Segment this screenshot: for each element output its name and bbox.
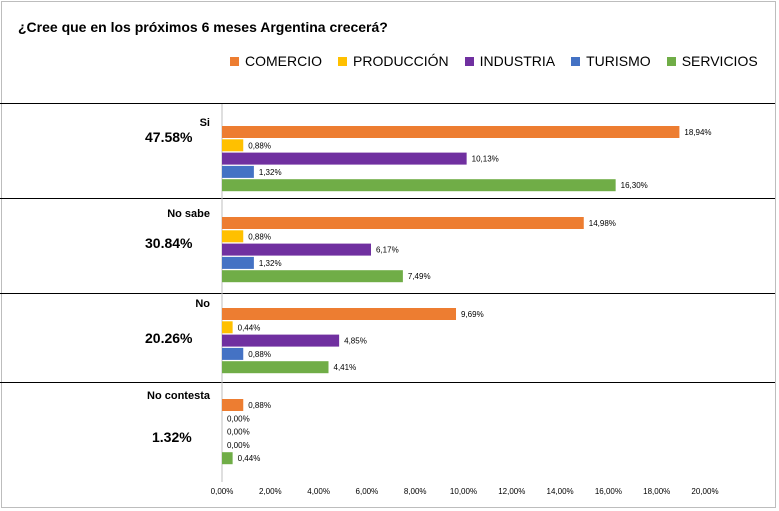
x-tick-label: 10,00% xyxy=(450,487,477,496)
x-tick-label: 12,00% xyxy=(498,487,525,496)
bar-value-label: 9,69% xyxy=(461,310,484,319)
legend-label: PRODUCCIÓN xyxy=(353,53,449,69)
bar-value-label: 6,17% xyxy=(376,246,399,255)
bar-value-label: 0,88% xyxy=(248,350,271,359)
bar-comercio xyxy=(222,399,244,411)
bar-servicios xyxy=(222,361,329,374)
x-tick-label: 20,00% xyxy=(691,487,718,496)
bar-comercio xyxy=(222,217,584,229)
bar-servicios xyxy=(222,270,403,283)
bar-produccion xyxy=(222,321,233,334)
bar-produccion xyxy=(222,139,244,152)
bar-value-label: 0,88% xyxy=(248,401,271,410)
legend-item-turismo: TURISMO xyxy=(571,53,651,69)
category-total: 47.58% xyxy=(145,129,193,145)
bar-value-label: 10,13% xyxy=(472,155,499,164)
x-tick-label: 2,00% xyxy=(259,487,282,496)
bar-turismo xyxy=(222,256,254,269)
legend-item-servicios: SERVICIOS xyxy=(666,53,758,69)
x-tick-label: 18,00% xyxy=(643,487,670,496)
bar-comercio xyxy=(222,308,457,320)
bar-value-label: 4,41% xyxy=(334,363,357,372)
bar-value-label: 7,49% xyxy=(408,272,431,281)
bar-value-label: 4,85% xyxy=(344,337,367,346)
x-tick-label: 4,00% xyxy=(307,487,330,496)
bar-value-label: 1,32% xyxy=(259,259,282,268)
category-section-no-contesta xyxy=(0,382,775,383)
bar-value-label: 0,00% xyxy=(227,441,250,450)
bar-comercio xyxy=(222,126,680,138)
x-tick-label: 6,00% xyxy=(356,487,379,496)
legend-label: INDUSTRIA xyxy=(479,53,556,69)
legend-swatch xyxy=(464,56,474,66)
bar-value-label: 0,00% xyxy=(227,414,250,423)
bar-turismo xyxy=(222,347,244,360)
bar-servicios xyxy=(222,179,616,192)
category-total: 20.26% xyxy=(145,330,193,346)
legend-item-comercio: COMERCIO xyxy=(230,53,322,69)
legend-label: TURISMO xyxy=(586,53,651,69)
legend-swatch xyxy=(338,56,347,66)
chart-title: ¿Cree que en los próximos 6 meses Argent… xyxy=(18,19,388,35)
bar-value-label: 0,88% xyxy=(248,141,271,150)
category-label: No sabe xyxy=(167,208,210,220)
legend-swatch xyxy=(571,56,581,66)
bar-value-label: 16,30% xyxy=(621,181,648,190)
x-tick-label: 14,00% xyxy=(547,487,574,496)
bar-produccion xyxy=(222,230,244,243)
bar-industria xyxy=(222,152,467,165)
legend-item-industria: INDUSTRIA xyxy=(464,53,556,69)
x-tick-label: 8,00% xyxy=(404,487,427,496)
category-label: No contesta xyxy=(147,390,210,402)
bar-industria xyxy=(222,334,340,347)
bar-value-label: 1,32% xyxy=(259,168,282,177)
legend-swatch xyxy=(666,56,676,66)
chart-legend: COMERCIO PRODUCCIÓN INDUSTRIA TURISMO SE… xyxy=(230,53,774,69)
category-total: 1.32% xyxy=(152,429,192,445)
x-tick-label: 16,00% xyxy=(595,487,622,496)
bar-turismo xyxy=(222,165,254,178)
bar-value-label: 14,98% xyxy=(589,219,616,228)
bar-value-label: 0,44% xyxy=(238,454,261,463)
bar-value-label: 18,94% xyxy=(684,128,711,137)
category-label: No xyxy=(195,298,210,310)
bar-servicios xyxy=(222,452,233,465)
legend-swatch xyxy=(230,56,239,66)
legend-item-produccion: PRODUCCIÓN xyxy=(338,53,449,69)
category-total: 30.84% xyxy=(145,235,193,251)
bar-value-label: 0,00% xyxy=(227,428,250,437)
bar-value-label: 0,88% xyxy=(248,232,271,241)
x-tick-label: 0,00% xyxy=(211,487,234,496)
category-label: Si xyxy=(199,117,210,129)
bar-value-label: 0,44% xyxy=(238,323,261,332)
legend-label: SERVICIOS xyxy=(681,53,758,69)
legend-label: COMERCIO xyxy=(245,53,322,69)
bar-industria xyxy=(222,243,372,256)
